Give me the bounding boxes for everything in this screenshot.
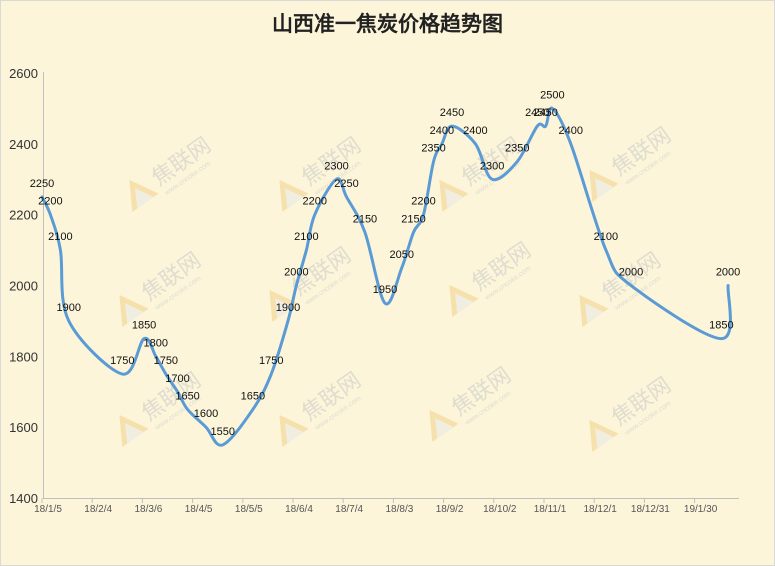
data-label: 1750	[259, 355, 283, 367]
data-label: 2450	[440, 107, 464, 119]
x-tick-label: 18/7/4	[335, 504, 363, 515]
data-label: 2100	[594, 231, 618, 243]
data-label: 2050	[390, 249, 414, 261]
y-tick-label: 2400	[9, 137, 38, 152]
data-label: 2100	[294, 231, 318, 243]
series-line	[40, 106, 732, 447]
data-label: 2350	[505, 143, 529, 155]
data-label: 1850	[709, 320, 733, 332]
data-label: 1850	[132, 320, 156, 332]
data-labels: 2250 2200 2100 1900 1750 1850 1800 1750 1700 1650…	[30, 89, 741, 437]
x-tick-label: 19/1/30	[684, 504, 718, 515]
triangle-logo-inner-icon	[135, 188, 154, 209]
data-label: 1650	[175, 390, 199, 402]
data-label: 2450	[525, 107, 549, 119]
data-label: 2400	[430, 125, 454, 137]
data-label: 2200	[38, 196, 62, 208]
x-tick-label: 18/9/2	[436, 504, 464, 515]
x-tick-label: 18/4/5	[185, 504, 213, 515]
y-tick-label: 1600	[9, 420, 38, 435]
data-label: 1950	[373, 284, 397, 296]
data-label: 2450	[533, 107, 557, 119]
x-tick-label: 18/12/31	[631, 504, 670, 515]
data-label: 1550	[210, 426, 234, 438]
data-label: 1650	[241, 390, 265, 402]
triangle-logo-inner-icon	[275, 298, 294, 319]
triangle-logo-inner-icon	[125, 423, 144, 444]
data-label: 2500	[540, 89, 564, 101]
triangle-logo-inner-icon	[125, 303, 144, 324]
x-tick-label: 18/3/6	[134, 504, 162, 515]
data-label: 2150	[353, 213, 377, 225]
triangle-logo-inner-icon	[445, 188, 464, 209]
y-tick-label: 1400	[9, 491, 38, 506]
data-label: 2200	[411, 196, 435, 208]
chart-title: 山西准一焦炭价格趋势图	[272, 12, 503, 36]
x-tick-label: 18/5/5	[235, 504, 263, 515]
data-label: 1800	[144, 337, 168, 349]
y-axis-ticks: 1400 1600 1800 2000 2200 2400 2600	[9, 66, 38, 506]
x-tick-label: 18/2/4	[84, 504, 112, 515]
data-label: 2000	[619, 267, 643, 279]
x-tick-label: 18/12/1	[584, 504, 618, 515]
x-axis-ticks: 18/1/5 18/2/4 18/3/6 18/4/5 18/5/5 18/6/4 18/7…	[34, 498, 718, 515]
triangle-logo-inner-icon	[595, 178, 614, 199]
y-tick-label: 2200	[9, 208, 38, 223]
x-tick-label: 18/10/2	[483, 504, 517, 515]
data-label: 2000	[716, 267, 740, 279]
triangle-logo-inner-icon	[455, 293, 474, 314]
data-label: 1900	[57, 302, 81, 314]
data-label: 2400	[463, 125, 487, 137]
triangle-logo-inner-icon	[285, 188, 304, 209]
data-label: 2200	[303, 196, 327, 208]
x-tick-label: 18/1/5	[34, 504, 62, 515]
data-label: 2300	[324, 160, 348, 172]
x-tick-label: 18/11/1	[534, 504, 567, 515]
data-label: 2350	[421, 143, 445, 155]
data-label: 1900	[276, 302, 300, 314]
y-tick-label: 2000	[9, 279, 38, 294]
x-tick-label: 18/6/4	[285, 504, 313, 515]
data-label: 2250	[30, 178, 54, 190]
data-label: 2400	[559, 125, 583, 137]
triangle-logo-inner-icon	[435, 418, 454, 439]
data-label: 1600	[194, 408, 218, 420]
triangle-logo-inner-icon	[585, 303, 604, 324]
y-tick-label: 2600	[9, 66, 38, 81]
data-label: 1750	[154, 355, 178, 367]
data-label: 2150	[401, 213, 425, 225]
data-label: 2100	[48, 231, 72, 243]
data-label: 2250	[334, 178, 358, 190]
x-tick-label: 18/8/3	[385, 504, 413, 515]
data-label: 2300	[480, 160, 504, 172]
data-label: 2000	[284, 267, 308, 279]
data-label: 1700	[165, 373, 189, 385]
y-tick-label: 1800	[9, 349, 38, 364]
triangle-logo-inner-icon	[595, 428, 614, 449]
triangle-logo-inner-icon	[285, 423, 304, 444]
data-label: 1750	[110, 355, 134, 367]
